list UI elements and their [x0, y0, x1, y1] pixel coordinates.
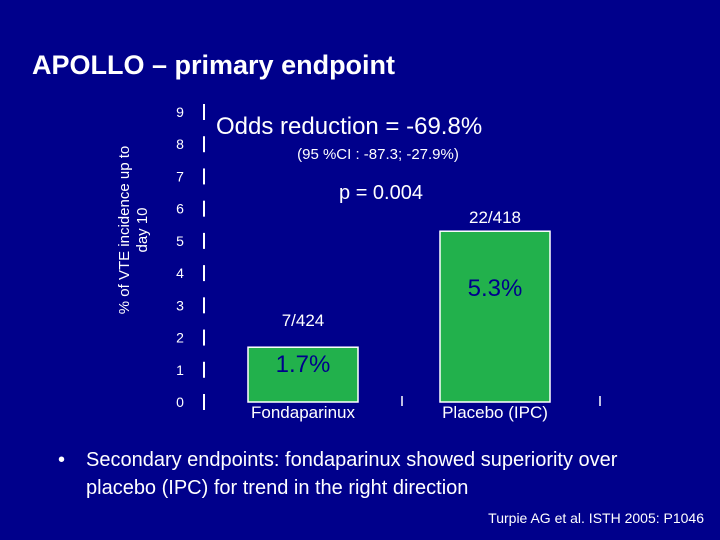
- p-value-label: p = 0.004: [339, 182, 423, 204]
- bars: [247, 230, 601, 406]
- y-tick-label: 5: [176, 233, 184, 249]
- y-tick-label: 6: [176, 201, 184, 217]
- bullet-text: Secondary endpoints: fondaparinux showed…: [86, 449, 618, 499]
- y-tick-label: 0: [176, 394, 184, 410]
- y-tick-label: 7: [176, 168, 184, 184]
- bar: [247, 346, 359, 403]
- y-tick-label: 1: [176, 362, 184, 378]
- value-label: 5.3%: [468, 275, 523, 302]
- bar: [439, 230, 551, 403]
- page-title: APOLLO – primary endpoint: [32, 50, 396, 80]
- y-tick-label: 3: [176, 297, 184, 313]
- y-tick-label: 9: [176, 104, 184, 120]
- annotations: 1.7% 5.3% 7/424 22/418 Odds reduction = -69.…: [216, 113, 522, 378]
- y-tick-label: 8: [176, 136, 184, 152]
- y-tick-label: 4: [176, 265, 184, 281]
- confidence-interval-label: (95 %CI : -87.3; -27.9%): [297, 146, 459, 163]
- count-label: 7/424: [282, 311, 325, 330]
- y-axis-ticks: 0 1 2 3 4 5 6 7 8 9: [176, 104, 205, 410]
- y-tick-label: 2: [176, 330, 184, 346]
- bullet-marker: •: [58, 449, 66, 471]
- category-label: Fondaparinux: [251, 403, 355, 422]
- citation: Turpie AG et al. ISTH 2005: P1046: [488, 510, 704, 526]
- y-axis-label-group: % of VTE incidence up today 10: [116, 146, 151, 314]
- y-axis-label: % of VTE incidence up today 10: [116, 146, 151, 314]
- category-labels: Fondaparinux Placebo (IPC): [251, 403, 548, 422]
- odds-reduction-label: Odds reduction = -69.8%: [216, 113, 482, 140]
- category-label: Placebo (IPC): [442, 403, 548, 422]
- count-label: 22/418: [469, 208, 521, 227]
- value-label: 1.7%: [276, 351, 331, 378]
